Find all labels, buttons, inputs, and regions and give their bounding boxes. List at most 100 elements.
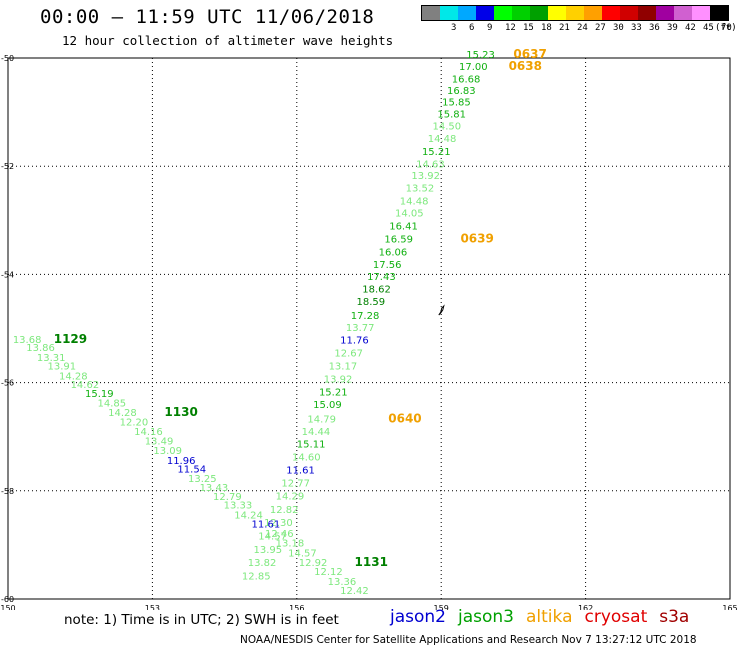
wave-height-label: 15.09 bbox=[313, 400, 342, 411]
lon-tick-label: 162 bbox=[578, 604, 593, 610]
wave-height-label: 15.21 bbox=[319, 388, 348, 399]
wave-height-label: 15.81 bbox=[437, 110, 466, 121]
wave-height-label: 11.61 bbox=[286, 465, 315, 476]
lon-tick-label: 156 bbox=[289, 604, 304, 610]
wave-height-label: 12.12 bbox=[314, 567, 343, 578]
legend-swatch bbox=[512, 6, 530, 20]
lat-tick-label: -58 bbox=[1, 487, 14, 496]
lat-tick-label: -60 bbox=[1, 595, 14, 604]
wave-height-label: 12.42 bbox=[340, 586, 369, 597]
track-time-label: 1130 bbox=[164, 405, 197, 419]
legend-label: 15 bbox=[523, 23, 534, 33]
lat-tick-label: -54 bbox=[1, 270, 14, 279]
legend-label: 21 bbox=[559, 23, 570, 33]
wave-height-label: 17.43 bbox=[367, 272, 396, 283]
wave-height-label: 14.44 bbox=[302, 427, 331, 438]
wave-height-label: 13.92 bbox=[324, 375, 353, 386]
wave-height-label: 12.92 bbox=[299, 558, 328, 569]
wave-height-label: 12.67 bbox=[334, 349, 363, 360]
legend-swatch bbox=[476, 6, 494, 20]
satellite-jason2: jason2 bbox=[390, 607, 446, 627]
wave-height-label: 15.85 bbox=[442, 98, 471, 109]
wave-height-label: 14.24 bbox=[234, 510, 263, 521]
wave-height-label: 14.60 bbox=[292, 453, 321, 464]
wave-height-label: 13.95 bbox=[253, 545, 282, 556]
wave-height-label: 16.68 bbox=[452, 74, 481, 85]
legend-label: 30 bbox=[613, 23, 624, 33]
island-outline bbox=[438, 304, 445, 316]
legend-swatch bbox=[530, 6, 548, 20]
satellite-cryosat: cryosat bbox=[584, 607, 648, 627]
legend-swatch bbox=[566, 6, 584, 20]
wave-height-label: 13.36 bbox=[328, 577, 357, 588]
lon-tick-label: 159 bbox=[434, 604, 449, 610]
legend-label: 45 bbox=[703, 23, 714, 33]
wave-height-label: 11.96 bbox=[167, 456, 196, 467]
wave-height-label: 14.16 bbox=[134, 427, 163, 438]
map-title: 00:00 – 11:59 UTC 11/06/2018 bbox=[40, 6, 375, 28]
lat-tick-label: -52 bbox=[1, 162, 14, 171]
legend-swatch bbox=[620, 6, 638, 20]
wave-height-label: 14.63 bbox=[416, 159, 445, 170]
legend-label: 9 bbox=[487, 23, 493, 33]
color-legend: 3 6 9 12 15 18 21 24 27 30 33 36 39 42 45 70 (ft) bbox=[421, 5, 737, 35]
satellite-altika: altika bbox=[526, 607, 573, 627]
wave-height-label: 14.48 bbox=[400, 197, 429, 208]
wave-height-label: 12.82 bbox=[270, 505, 299, 516]
legend-label: 27 bbox=[595, 23, 606, 33]
map-subtitle: 12 hour collection of altimeter wave hei… bbox=[62, 33, 394, 48]
wave-height-label: 13.82 bbox=[248, 558, 277, 569]
track-time-label: 0638 bbox=[509, 59, 542, 73]
footer-note: note: 1) Time is in UTC; 2) SWH is in fe… bbox=[64, 612, 339, 628]
track-time-label: 1129 bbox=[54, 332, 87, 346]
legend-swatch bbox=[692, 6, 710, 20]
wave-height-label: 14.85 bbox=[98, 398, 127, 409]
wave-height-label: 13.25 bbox=[188, 474, 217, 485]
legend-swatch bbox=[602, 6, 620, 20]
legend-swatch bbox=[638, 6, 656, 20]
legend-label: 6 bbox=[469, 23, 475, 33]
wave-height-label: 11.76 bbox=[340, 336, 369, 347]
wave-height-label: 13.92 bbox=[411, 171, 440, 182]
track-time-label: 1131 bbox=[355, 555, 388, 569]
track-time-label: 0639 bbox=[460, 231, 493, 245]
wave-height-label: 13.33 bbox=[224, 501, 253, 512]
legend-label: 33 bbox=[631, 23, 642, 33]
track-time-label: 0637 bbox=[513, 47, 546, 61]
wave-height-label: 16.83 bbox=[447, 86, 476, 97]
lat-tick-label: -50 bbox=[1, 54, 14, 63]
wave-height-label: 18.59 bbox=[356, 297, 385, 308]
wave-height-label: 14.62 bbox=[71, 380, 100, 391]
legend-swatches bbox=[421, 5, 729, 21]
wave-height-label: 14.79 bbox=[307, 415, 336, 426]
wave-height-label: 13.68 bbox=[13, 335, 42, 346]
wave-height-label: 13.86 bbox=[26, 343, 55, 354]
legend-swatch bbox=[674, 6, 692, 20]
legend-labels: 3 6 9 12 15 18 21 24 27 30 33 36 39 42 45 70 (ft) bbox=[421, 21, 737, 35]
satellite-legend: jason2 jason3 altika cryosat s3a bbox=[390, 607, 701, 627]
wave-height-label: 13.77 bbox=[346, 323, 375, 334]
lon-tick-label: 153 bbox=[145, 604, 160, 610]
wave-height-label: 13.31 bbox=[37, 353, 66, 364]
wave-height-label: 17.28 bbox=[351, 311, 380, 322]
legend-label: 3 bbox=[451, 23, 457, 33]
legend-label: 18 bbox=[541, 23, 552, 33]
wave-height-label: 14.57 bbox=[288, 548, 317, 559]
legend-label: 24 bbox=[577, 23, 588, 33]
wave-height-label: 14.50 bbox=[433, 121, 462, 132]
wave-height-label: 11.61 bbox=[252, 520, 281, 531]
wave-height-label: 12.30 bbox=[264, 518, 293, 529]
wave-height-label: 14.28 bbox=[59, 371, 88, 382]
track-time-label: 0640 bbox=[388, 412, 421, 426]
wave-height-label: 13.91 bbox=[47, 362, 76, 373]
wave-height-label: 15.23 bbox=[466, 50, 495, 61]
satellite-jason3: jason3 bbox=[458, 607, 514, 627]
wave-height-label: 14.05 bbox=[395, 209, 424, 220]
wave-height-label: 17.00 bbox=[459, 62, 488, 73]
wave-height-label: 13.52 bbox=[406, 184, 435, 195]
legend-swatch bbox=[656, 6, 674, 20]
wave-height-label: 12.20 bbox=[120, 417, 149, 428]
wave-height-label: 12.77 bbox=[281, 478, 310, 489]
wave-height-label: 13.43 bbox=[200, 483, 229, 494]
wave-height-label: 14.28 bbox=[108, 408, 137, 419]
